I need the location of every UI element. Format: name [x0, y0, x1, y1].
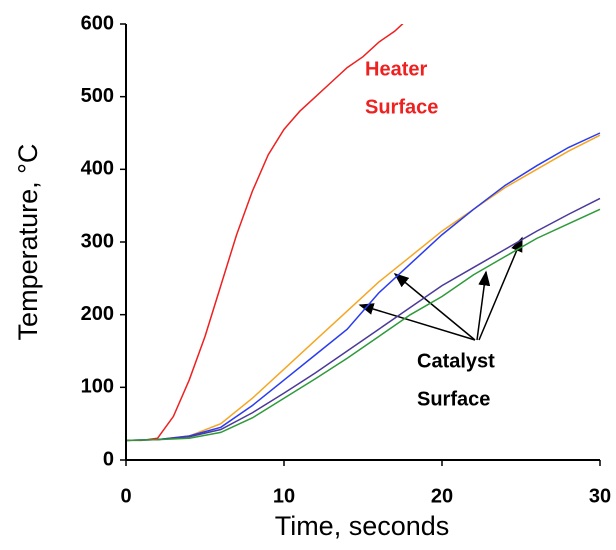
arrow [358, 303, 476, 341]
arrow [476, 270, 491, 341]
x-tick-label: 10 [273, 485, 295, 507]
x-tick-label: 0 [120, 485, 131, 507]
arrows [358, 236, 523, 341]
plot-lines [126, 24, 601, 442]
y-tick-label: 300 [81, 230, 114, 252]
y-tick-label: 100 [81, 376, 114, 398]
x-tick-label: 20 [431, 485, 453, 507]
arrow [393, 273, 476, 341]
y-axis-label: Temperature, °C [13, 144, 43, 341]
series-line [126, 134, 601, 442]
annotation: Surface [365, 96, 438, 118]
annotation: Heater [365, 58, 427, 80]
y-tick-label: 400 [81, 158, 114, 180]
x-axis-label: Time, seconds [275, 511, 450, 541]
series-line [126, 197, 601, 442]
annotation: Catalyst [417, 350, 495, 372]
y-tick-label: 600 [81, 12, 114, 34]
x-tick-label: 30 [589, 485, 611, 507]
series-line [126, 132, 601, 442]
y-tick-label: 200 [81, 303, 114, 325]
y-tick-label: 500 [81, 85, 114, 107]
arrow [478, 236, 523, 341]
series-line [126, 208, 601, 442]
series-line [126, 24, 404, 442]
y-tick-label: 0 [103, 448, 114, 470]
annotation: Surface [417, 388, 490, 410]
